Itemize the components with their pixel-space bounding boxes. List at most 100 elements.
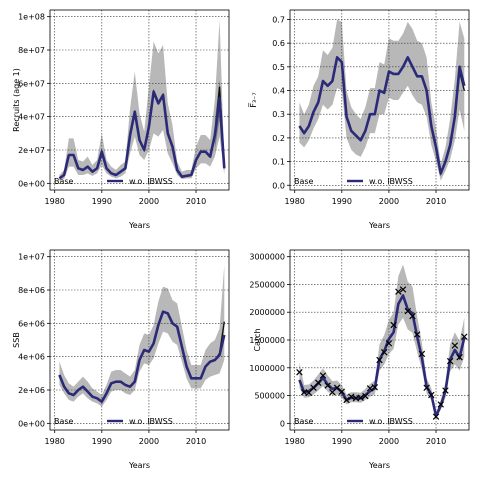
x-tick-label: 2010 bbox=[186, 197, 206, 206]
y-tick-label: 8e+06 bbox=[18, 286, 45, 295]
y-tick-label: 8e+07 bbox=[18, 46, 45, 55]
y-tick-label: 4e+06 bbox=[18, 353, 45, 362]
plot-frame bbox=[49, 249, 230, 431]
y-tick-label: 0.6 bbox=[272, 39, 285, 48]
y-tick-label: 0.3 bbox=[272, 110, 285, 119]
chart-panel-3: 1980 1990 2000 2010 0e+00 2e+06 4e+06 6e+06 8e+0… bbox=[12, 249, 230, 470]
series-line-wo-ibwss bbox=[298, 56, 466, 175]
confidence-band bbox=[299, 264, 465, 419]
chart-panel-2: 1980 1990 2000 2010 0.0 0.1 0.2 0.3 0.4 0.5 0.6 0.7… bbox=[248, 9, 470, 230]
observation-point bbox=[343, 396, 350, 404]
y-axis-label: SSB bbox=[12, 332, 21, 348]
x-tick-label: 2010 bbox=[426, 197, 446, 206]
observation-point bbox=[348, 393, 355, 400]
x-tick-label: 2000 bbox=[379, 197, 399, 206]
confidence-band-alt bbox=[214, 80, 225, 172]
y-tick-label: 0e+00 bbox=[18, 419, 45, 428]
observation-point bbox=[409, 312, 416, 320]
y-tick-label: 0.0 bbox=[272, 181, 285, 190]
legend-label-base: Base bbox=[54, 417, 74, 426]
y-tick-label: 2000000 bbox=[249, 308, 285, 317]
observation-point bbox=[319, 372, 327, 379]
observation-point bbox=[413, 331, 421, 338]
observation-point bbox=[357, 394, 364, 402]
legend: Base w.o. IBWSS bbox=[54, 417, 173, 426]
legend: Base w.o. IBWSS bbox=[294, 177, 413, 186]
legend-label-base: Base bbox=[294, 177, 314, 186]
observation-point bbox=[418, 350, 426, 358]
x-tick-label: 1990 bbox=[332, 437, 352, 446]
y-axis-label: Recruits (age 1) bbox=[12, 68, 21, 132]
x-tick-label: 2010 bbox=[186, 437, 206, 446]
x-tick-label: 1980 bbox=[285, 437, 305, 446]
x-axis-label: Years bbox=[368, 461, 390, 470]
confidence-band bbox=[59, 265, 225, 407]
plot-frame bbox=[49, 9, 230, 191]
observation-point bbox=[461, 333, 468, 340]
observation-point bbox=[338, 388, 346, 395]
y-tick-label: 4e+07 bbox=[18, 113, 45, 122]
observation-point bbox=[310, 384, 317, 392]
observation-point bbox=[380, 348, 388, 356]
y-tick-label: 0e+00 bbox=[18, 179, 45, 188]
x-axis-label: Years bbox=[128, 461, 150, 470]
observation-point bbox=[385, 340, 393, 347]
observation-point bbox=[432, 413, 440, 420]
y-tick-label: 0.2 bbox=[272, 134, 285, 143]
y-tick-label: 0.1 bbox=[272, 158, 285, 167]
y-tick-label: 0 bbox=[280, 419, 285, 428]
observation-point bbox=[362, 392, 369, 400]
y-tick-label: 2e+07 bbox=[18, 146, 45, 155]
x-tick-label: 2010 bbox=[426, 437, 446, 446]
x-tick-label: 1980 bbox=[45, 437, 65, 446]
y-tick-label: 1e+07 bbox=[18, 253, 45, 262]
observation-point bbox=[296, 368, 303, 376]
y-axis-label: Catch bbox=[253, 328, 262, 351]
observation-point bbox=[404, 307, 411, 315]
legend-label-wo-ibwss: w.o. IBWSS bbox=[129, 177, 173, 186]
confidence-band bbox=[299, 19, 465, 181]
legend-label-base: Base bbox=[294, 417, 314, 426]
series-line-wo-ibwss bbox=[58, 310, 226, 403]
observation-point bbox=[451, 342, 459, 349]
legend-label-wo-ibwss: w.o. IBWSS bbox=[129, 417, 173, 426]
y-tick-label: 3000000 bbox=[249, 253, 285, 262]
observation-point bbox=[456, 353, 463, 361]
observation-point bbox=[423, 384, 430, 392]
y-tick-label: 1500000 bbox=[249, 336, 285, 345]
y-tick-label: 2500000 bbox=[249, 280, 285, 289]
legend-label-base: Base bbox=[54, 177, 74, 186]
observation-point bbox=[428, 391, 435, 399]
observation-point bbox=[366, 385, 374, 392]
legend-label-wo-ibwss: w.o. IBWSS bbox=[369, 177, 413, 186]
x-tick-label: 2000 bbox=[139, 197, 159, 206]
legend-label-wo-ibwss: w.o. IBWSS bbox=[369, 417, 413, 426]
legend: Base w.o. IBWSS bbox=[54, 177, 173, 186]
observation-point bbox=[305, 389, 313, 397]
series-line-wo-ibwss bbox=[58, 90, 226, 180]
observation-point bbox=[371, 383, 379, 391]
y-tick-label: 6e+06 bbox=[18, 319, 45, 328]
y-tick-label: 1000000 bbox=[249, 364, 285, 373]
x-tick-label: 1980 bbox=[285, 197, 305, 206]
observation-point bbox=[376, 356, 383, 364]
x-axis-label: Years bbox=[368, 221, 390, 230]
x-tick-label: 1990 bbox=[332, 197, 352, 206]
x-tick-label: 2000 bbox=[139, 437, 159, 446]
legend: Base w.o. IBWSS bbox=[294, 417, 413, 426]
observation-point bbox=[442, 387, 449, 394]
y-tick-label: 500000 bbox=[254, 392, 285, 401]
chart-panel-4: 1980 1990 2000 2010 0 500000 1000000 1500000 200… bbox=[249, 249, 470, 470]
x-tick-label: 1990 bbox=[92, 197, 112, 206]
confidence-band bbox=[59, 20, 225, 181]
x-tick-label: 1980 bbox=[45, 197, 65, 206]
observation-point bbox=[324, 382, 331, 389]
x-axis-label: Years bbox=[128, 221, 150, 230]
observation-point bbox=[399, 286, 407, 293]
plot-frame bbox=[289, 9, 470, 191]
y-tick-label: 0.4 bbox=[272, 87, 285, 96]
observation-point bbox=[395, 288, 402, 295]
y-tick-label: 1e+08 bbox=[18, 13, 45, 22]
observation-point bbox=[437, 401, 444, 408]
